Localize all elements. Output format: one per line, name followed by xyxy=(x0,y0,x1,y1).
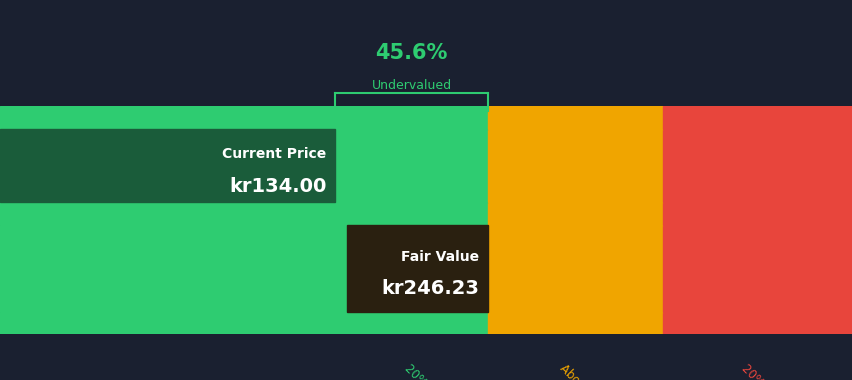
Text: kr246.23: kr246.23 xyxy=(381,279,479,298)
Text: kr134.00: kr134.00 xyxy=(229,177,326,196)
Bar xyxy=(0,129,335,202)
Bar xyxy=(487,106,662,129)
Bar xyxy=(487,312,662,334)
Bar xyxy=(0,225,487,312)
Bar xyxy=(0,202,487,225)
Text: Current Price: Current Price xyxy=(222,147,326,161)
Bar xyxy=(662,106,852,129)
Text: Fair Value: Fair Value xyxy=(400,250,479,264)
Bar xyxy=(487,225,662,312)
Text: 20% Undervalued: 20% Undervalued xyxy=(401,362,485,380)
Text: 45.6%: 45.6% xyxy=(375,43,447,63)
Text: 20% Overvalued: 20% Overvalued xyxy=(739,362,817,380)
Bar xyxy=(0,312,487,334)
Bar xyxy=(662,129,852,202)
Bar xyxy=(0,129,487,202)
Text: Undervalued: Undervalued xyxy=(371,79,451,92)
Bar xyxy=(662,312,852,334)
Bar xyxy=(662,202,852,225)
Bar xyxy=(487,129,662,202)
Text: About Right: About Right xyxy=(556,362,615,380)
Bar xyxy=(0,106,487,129)
Bar xyxy=(487,202,662,225)
Bar xyxy=(662,225,852,312)
Bar xyxy=(347,225,487,312)
